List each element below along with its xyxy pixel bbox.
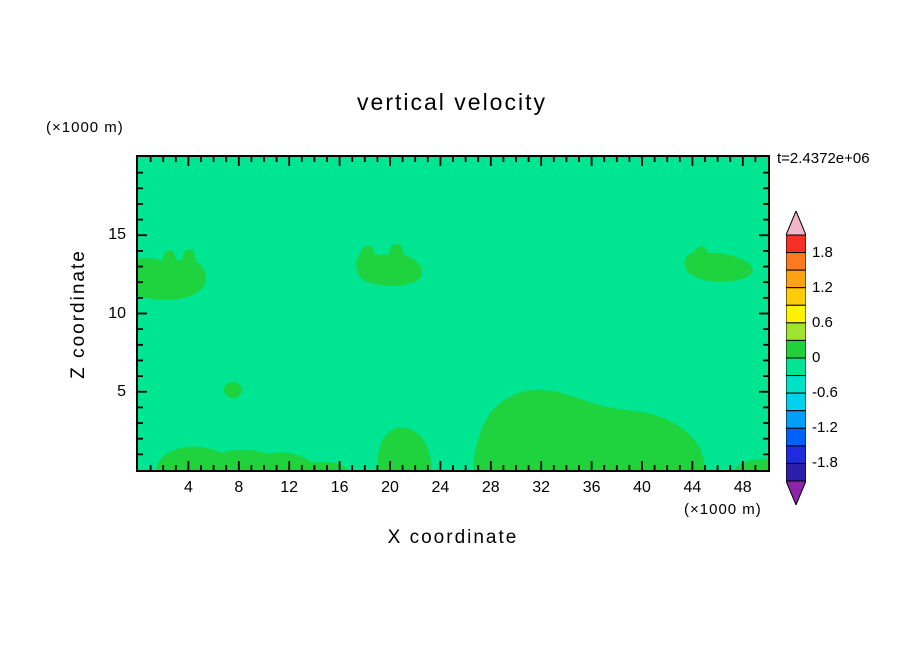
contour-patch [377,427,432,470]
colorbar-band [786,322,806,341]
y-tick-label: 5 [117,382,126,400]
x-tick-label: 12 [280,479,299,496]
colorbar-band [786,234,806,254]
colorbar-band [786,357,806,377]
colorbar-band [786,427,806,447]
contour-patch [156,446,317,470]
contour-patch [356,244,423,286]
x-tick-label: 28 [481,479,500,496]
colorbar-cap-top [786,211,806,236]
x-tick-label: 32 [532,479,551,496]
chart-title: vertical velocity [357,89,547,115]
x-tick-label: 36 [582,479,601,496]
colorbar-tick-label: -1.2 [812,419,838,437]
colorbar-tick-label: -1.8 [812,454,838,472]
plot-area [136,155,770,472]
colorbar [786,211,806,505]
colorbar-band [786,392,806,412]
x-tick-label: 4 [183,479,193,496]
contour-patch [734,459,768,470]
colorbar-band [786,287,806,306]
colorbar-band [786,375,806,394]
y-tick-label: 15 [108,226,126,244]
colorbar-tick-label: 0 [812,349,821,366]
x-tick-label: 20 [381,479,399,496]
x-tick-label: 44 [683,479,702,496]
colorbar-tick-label: -0.6 [812,384,838,402]
time-annotation: t=2.4372e+06 [777,150,870,167]
x-tick-label: 16 [330,479,349,496]
colorbar-tick-label: 1.2 [812,278,833,296]
colorbar-cap-bottom [786,480,806,505]
contour-patch [296,462,348,470]
x-tick-label: 48 [733,479,752,496]
x-tick-label: 40 [633,479,651,496]
y-axis-units-label: (×1000 m) [46,119,124,136]
colorbar-band [786,462,806,482]
contour-plot-canvas [138,157,768,470]
colorbar-band [786,252,806,271]
x-axis-title: X coordinate [387,527,519,548]
colorbar-band [786,410,806,429]
colorbar-band [786,445,806,464]
y-tick-label: 10 [108,304,126,322]
contour-patch [224,382,242,398]
contour-patch [138,249,206,300]
x-tick-label: 8 [234,479,244,496]
colorbar-band [786,269,806,289]
contour-patch [473,389,705,470]
colorbar-band [786,304,806,324]
colorbar-band [786,339,806,359]
colorbar-tick-label: 0.6 [812,313,833,331]
colorbar-tick-label: 1.8 [812,243,833,261]
x-tick-label: 24 [431,479,450,496]
contour-patch [684,246,753,282]
x-axis-units-label: (×1000 m) [684,501,762,518]
